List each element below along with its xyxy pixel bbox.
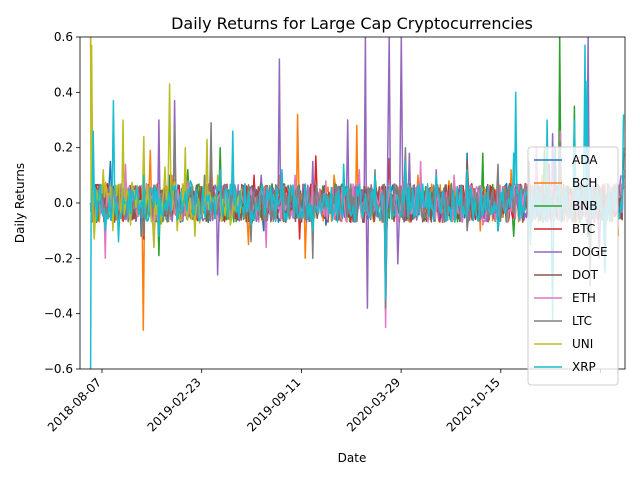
legend-label: XRP bbox=[572, 360, 596, 374]
legend-label: LTC bbox=[572, 314, 592, 328]
legend: ADA BCH BNB BTC DOGE DOT ETH LTC UNI XRP bbox=[527, 146, 619, 386]
y-tick-label: 0.6 bbox=[54, 30, 73, 44]
y-tick-label: −0.6 bbox=[44, 362, 73, 376]
x-axis-label: Date bbox=[338, 451, 367, 465]
legend-label: ETH bbox=[572, 291, 596, 305]
legend-label: BTC bbox=[572, 222, 595, 236]
y-tick-label: 0.4 bbox=[54, 85, 73, 99]
y-tick-label: −0.4 bbox=[44, 307, 73, 321]
y-axis-label: Daily Returns bbox=[13, 163, 27, 243]
legend-label: DOT bbox=[572, 268, 599, 282]
legend-label: DOGE bbox=[572, 245, 608, 259]
legend-label: BNB bbox=[572, 199, 597, 213]
legend-label: BCH bbox=[572, 176, 597, 190]
y-tick-label: 0.2 bbox=[54, 141, 73, 155]
y-tick-label: 0.0 bbox=[54, 196, 73, 210]
legend-label: UNI bbox=[572, 337, 593, 351]
y-axis: −0.6 −0.4 −0.2 0.0 0.2 0.4 0.6 bbox=[44, 30, 80, 376]
y-tick-label: −0.2 bbox=[44, 251, 73, 265]
chart-title: Daily Returns for Large Cap Cryptocurren… bbox=[171, 14, 533, 33]
legend-label: ADA bbox=[572, 153, 598, 167]
